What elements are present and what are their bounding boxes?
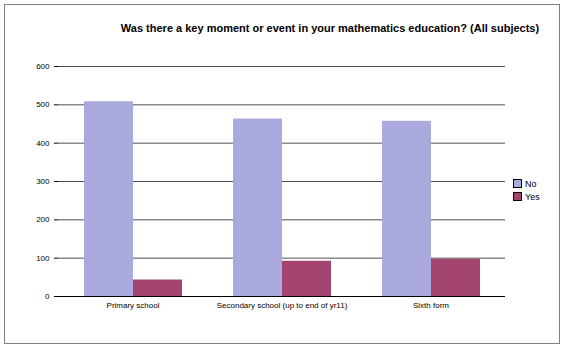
- svg-text:0: 0: [45, 292, 50, 301]
- svg-text:600: 600: [36, 62, 50, 71]
- html-text:Was there a key moment or even: Was there a key moment or event in your …: [120, 22, 540, 34]
- svg-text:400: 400: [36, 139, 50, 148]
- svg-text:200: 200: [36, 215, 50, 224]
- svg-text:Sixth form: Sixth form: [413, 301, 449, 310]
- svg-text:Secondary school (up to end of: Secondary school (up to end of yr11): [217, 301, 348, 310]
- svg-text:300: 300: [36, 177, 50, 186]
- svg-text:100: 100: [36, 254, 50, 263]
- html-text:No: No: [525, 178, 537, 189]
- svg-text:500: 500: [36, 100, 50, 109]
- svg-text:Primary school: Primary school: [107, 301, 160, 310]
- html-text:Yes: Yes: [525, 191, 540, 202]
